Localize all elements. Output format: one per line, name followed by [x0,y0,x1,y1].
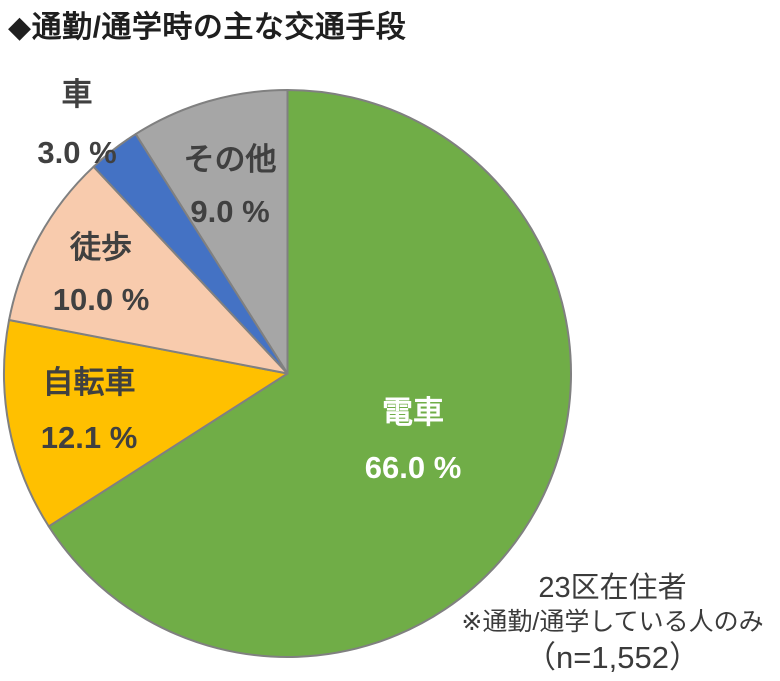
annotation-residents: 23区在住者 [538,572,687,604]
pie-slice-jitensha [3,318,289,528]
pie-slice-toho [8,165,289,375]
annotation-sample-size: （n=1,552） [525,640,700,675]
chart-title: ◆通勤/通学時の主な交通手段 [8,11,407,44]
annotation-block: 23区在住者 ※通勤/通学している人のみ （n=1,552） [445,570,780,676]
pie-slice-densha [47,89,572,658]
pie-slice-sonota [134,89,289,375]
annotation-note: ※通勤/通学している人のみ [461,608,764,636]
